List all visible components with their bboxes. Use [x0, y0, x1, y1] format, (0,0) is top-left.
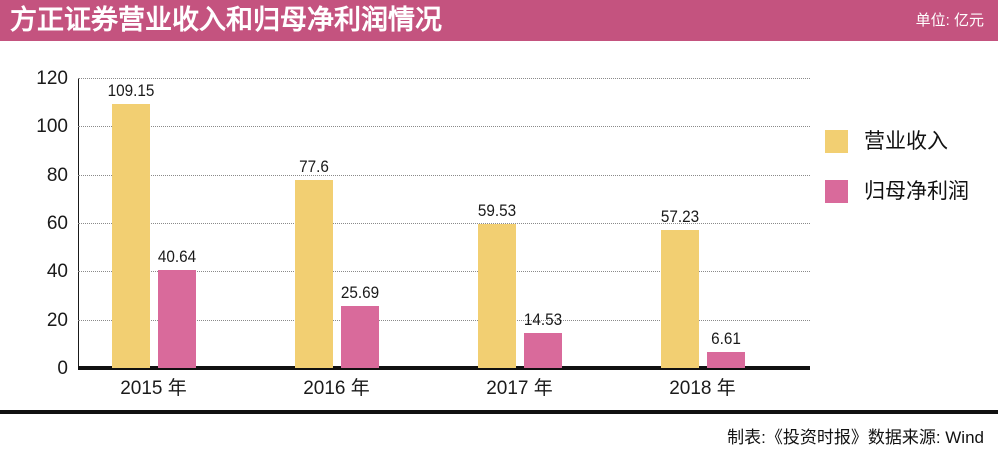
bar-revenue[interactable] — [111, 104, 150, 368]
legend-swatch-icon — [825, 180, 848, 203]
bar-profit[interactable] — [523, 332, 562, 368]
bar-profit[interactable] — [706, 352, 745, 368]
footer-credit: 制表:《投资时报》数据来源: Wind — [727, 428, 984, 447]
y-axis-tick-label: 0 — [57, 358, 68, 379]
gridline — [78, 223, 810, 224]
x-axis-line — [78, 366, 810, 370]
bar-revenue[interactable] — [660, 229, 699, 368]
bar-value-label: 40.64 — [157, 246, 196, 266]
legend-item-revenue[interactable]: 营业收入 — [825, 130, 948, 153]
x-axis-category-label: 2015 年 — [120, 378, 187, 399]
bar-value-label: 57.23 — [660, 206, 699, 226]
bar-value-label: 109.15 — [107, 81, 154, 101]
bar-value-label: 77.6 — [298, 157, 329, 177]
gridline — [78, 271, 810, 273]
bar-profit[interactable] — [157, 269, 196, 368]
bar-value-label: 59.53 — [477, 201, 516, 221]
gridline — [78, 78, 810, 79]
gridline — [78, 126, 810, 128]
y-axis-tick-label: 60 — [46, 213, 68, 234]
bar-profit[interactable] — [340, 305, 379, 368]
legend-label: 归母净利润 — [864, 180, 969, 203]
bar-revenue[interactable] — [477, 224, 516, 368]
bar-value-label: 6.61 — [710, 329, 741, 349]
legend-label: 营业收入 — [864, 130, 948, 153]
gridline — [78, 174, 810, 176]
x-axis-category-label: 2018 年 — [669, 378, 736, 399]
page-title: 方正证券营业收入和归母净利润情况 — [10, 5, 442, 35]
unit-label: 单位: 亿元 — [915, 12, 984, 29]
x-axis-category-label: 2016 年 — [303, 378, 370, 399]
y-axis-tick-label: 20 — [46, 309, 68, 331]
y-axis-tick-label: 100 — [36, 116, 68, 138]
legend-item-profit[interactable]: 归母净利润 — [825, 180, 969, 203]
y-axis-tick-label: 80 — [46, 164, 68, 186]
title-bar: 方正证券营业收入和归母净利润情况 单位: 亿元 — [0, 0, 998, 41]
x-axis-category-label: 2017 年 — [486, 378, 553, 399]
footer-divider — [0, 410, 998, 414]
y-axis-tick-label: 40 — [46, 261, 68, 283]
bar-value-label: 14.53 — [523, 309, 562, 329]
legend-swatch-icon — [825, 130, 848, 153]
bar-revenue[interactable] — [294, 180, 333, 368]
plot-area: 109.15 40.64 77.6 25.69 59.53 14.53 57.23 6.61 — [78, 78, 810, 368]
gridline — [78, 319, 810, 321]
y-axis-tick-label: 120 — [36, 68, 68, 89]
bar-value-label: 25.69 — [340, 282, 379, 302]
